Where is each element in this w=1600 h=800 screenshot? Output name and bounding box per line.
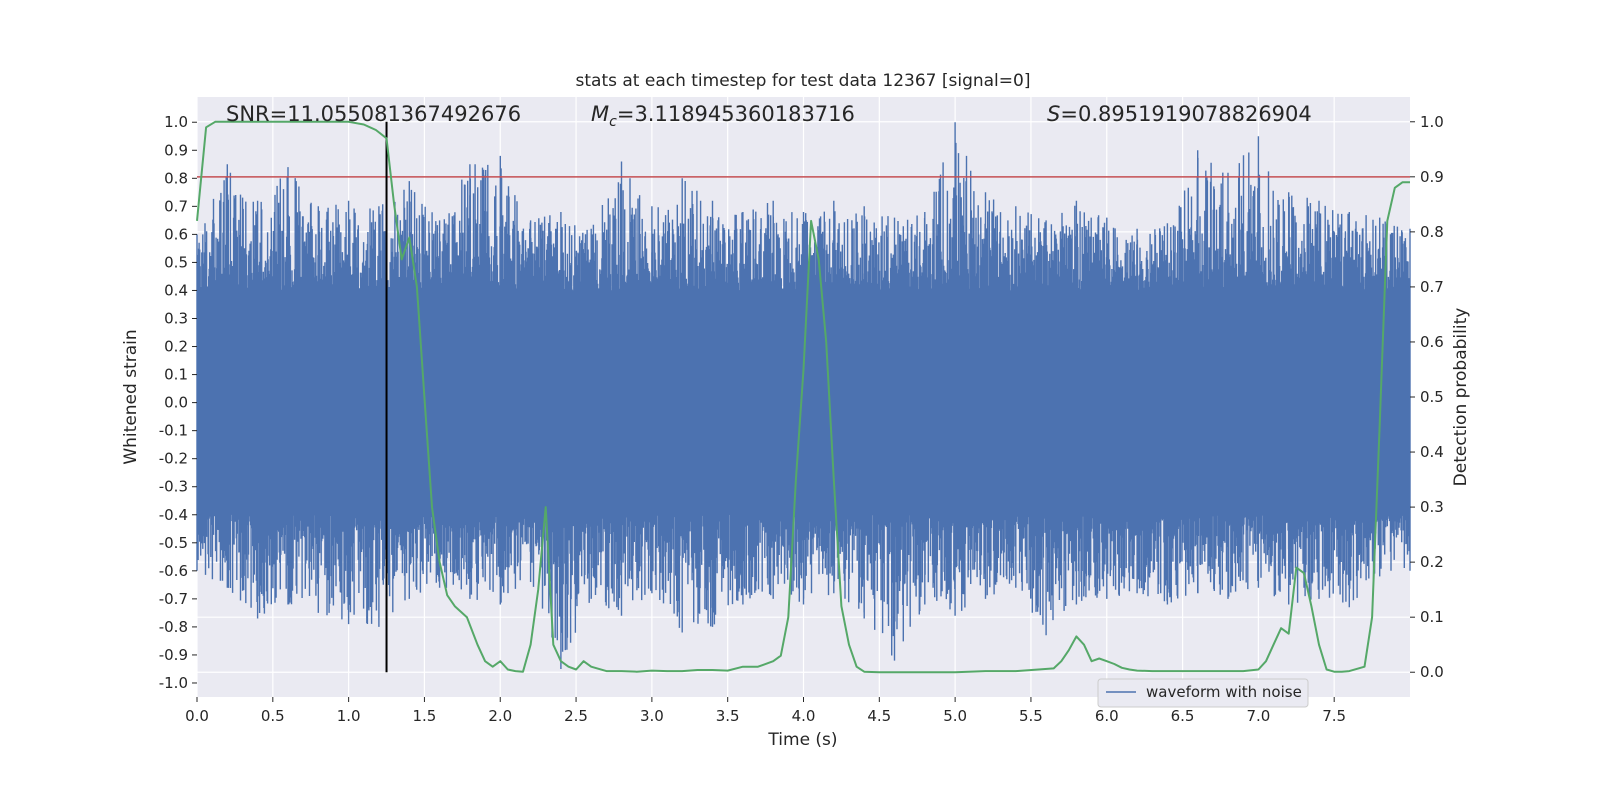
right-y-tick-label: 0.8 [1420, 223, 1444, 241]
left-y-tick-label: -0.2 [159, 450, 188, 468]
right-y-tick-label: 0.5 [1420, 388, 1444, 406]
x-tick-label: 3.5 [716, 707, 740, 725]
probability-line [196, 120, 1410, 674]
left-y-tick-label: -0.3 [159, 478, 188, 496]
left-y-tick-label: 0.1 [164, 366, 188, 384]
right-y-tick-label: 0.3 [1420, 498, 1444, 516]
left-y-tick-label: 0.7 [164, 197, 188, 215]
left-y-tick-label: -0.4 [159, 506, 188, 524]
x-tick-label: 4.0 [792, 707, 816, 725]
left-y-tick-label: -0.5 [159, 534, 188, 552]
left-y-tick-label: 0.8 [164, 169, 188, 187]
x-tick-label: 3.0 [640, 707, 664, 725]
probability-series [196, 120, 1410, 674]
chart-title: stats at each timestep for test data 123… [576, 71, 1031, 91]
right-y-tick-label: 0.9 [1420, 168, 1444, 186]
left-y-tick-label: 0.0 [164, 394, 188, 412]
right-y-tick-label: 0.4 [1420, 443, 1444, 461]
left-y-tick-label: 0.5 [164, 253, 188, 271]
x-tick-label: 4.5 [867, 707, 891, 725]
left-y-tick-label: 0.3 [164, 309, 188, 327]
right-y-axis-label: Detection probability [1451, 308, 1471, 487]
s-annotation: S=0.8951919078826904 [1047, 102, 1312, 126]
x-tick-label: 7.5 [1322, 707, 1346, 725]
x-tick-label: 1.5 [413, 707, 437, 725]
left-y-tick-label: -0.7 [159, 590, 188, 608]
x-axis-label: Time (s) [767, 730, 837, 750]
x-axis-ticks: 0.0 0.5 1.0 1.5 2.0 2.5 3.0 3.5 4.0 4.5 5.0 5.5 6.0 6… [185, 697, 1346, 725]
right-y-tick-label: 1.0 [1420, 113, 1444, 131]
left-y-axis-label: Whitened strain [121, 329, 141, 464]
legend-box [1097, 678, 1309, 708]
waveform-series [196, 122, 1411, 669]
left-y-tick-label: 0.9 [164, 141, 188, 159]
x-tick-label: 0.0 [185, 707, 209, 725]
x-tick-label: 0.5 [261, 707, 285, 725]
right-y-tick-label: 0.1 [1420, 608, 1444, 626]
right-y-tick-label: 0.2 [1420, 553, 1444, 571]
left-y-axis-ticks: 1.0 0.9 0.8 0.7 0.6 0.5 0.4 0.3 0.2 0.1 0.0 -0.1 -0.… [159, 113, 197, 692]
left-y-tick-label: -0.6 [159, 562, 188, 580]
left-y-tick-label: 0.6 [164, 225, 188, 243]
x-tick-label: 2.0 [488, 707, 512, 725]
right-y-tick-label: 0.7 [1420, 278, 1444, 296]
chirp-mass-annotation: Mc=3.118945360183716 [591, 102, 855, 130]
x-tick-label: 6.0 [1095, 707, 1119, 725]
x-tick-label: 1.0 [337, 707, 361, 725]
left-y-tick-label: -0.1 [159, 422, 188, 440]
right-y-tick-label: 0.6 [1420, 333, 1444, 351]
x-tick-label: 5.0 [943, 707, 967, 725]
left-y-tick-label: -1.0 [159, 674, 188, 692]
x-tick-label: 7.0 [1246, 707, 1270, 725]
left-y-tick-label: -0.8 [159, 618, 188, 636]
left-y-tick-label: 1.0 [164, 113, 188, 131]
legend: waveform with noise [1097, 678, 1309, 708]
snr-annotation: SNR=11.055081367492676 [226, 102, 521, 126]
x-tick-label: 5.5 [1019, 707, 1043, 725]
left-y-tick-label: -0.9 [159, 646, 188, 664]
waveform-line [196, 122, 1411, 669]
legend-label: waveform with noise [1146, 683, 1302, 701]
x-tick-label: 2.5 [564, 707, 588, 725]
right-y-axis-ticks: 1.0 0.9 0.8 0.7 0.6 0.5 0.4 0.3 0.2 0.1 0.0 [1410, 113, 1444, 681]
left-y-tick-label: 0.4 [164, 281, 188, 299]
left-y-tick-label: 0.2 [164, 338, 188, 356]
x-tick-label: 6.5 [1171, 707, 1195, 725]
right-y-tick-label: 0.0 [1420, 663, 1444, 681]
